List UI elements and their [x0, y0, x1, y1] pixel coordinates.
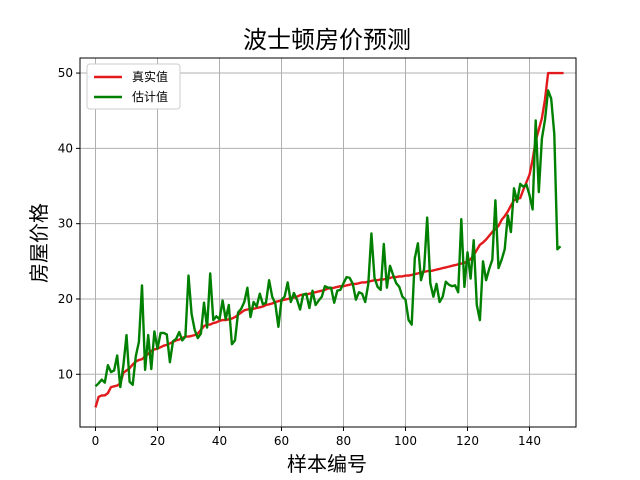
x-tick-label: 20: [150, 434, 165, 448]
y-axis-label: 房屋价格: [27, 203, 51, 283]
series-lines: [94, 71, 564, 408]
x-tick-label: 80: [336, 434, 351, 448]
x-tick-label: 40: [212, 434, 227, 448]
legend-label-1: 估计值: [132, 89, 168, 104]
x-tick-label: 100: [394, 434, 417, 448]
series-line-1: [94, 89, 562, 389]
y-tick-label: 30: [58, 217, 73, 231]
x-tick-label: 60: [274, 434, 289, 448]
y-tick-label: 10: [58, 367, 73, 381]
y-tick-label: 50: [58, 66, 73, 80]
y-tick-label: 40: [58, 141, 73, 155]
plot-frame: [79, 57, 577, 428]
y-tick-label: 20: [58, 292, 73, 306]
x-tick-label: 120: [456, 434, 479, 448]
chart-title: 波士顿房价预测: [243, 26, 411, 54]
legend-label-0: 真实值: [132, 69, 168, 84]
x-axis-label: 样本编号: [287, 452, 367, 476]
grid: [80, 58, 576, 427]
x-tick-label: 0: [92, 434, 100, 448]
x-tick-label: 140: [518, 434, 541, 448]
ticks: 0 20 40 60 80 100 120 140 10 20 30 40 50: [58, 66, 541, 448]
